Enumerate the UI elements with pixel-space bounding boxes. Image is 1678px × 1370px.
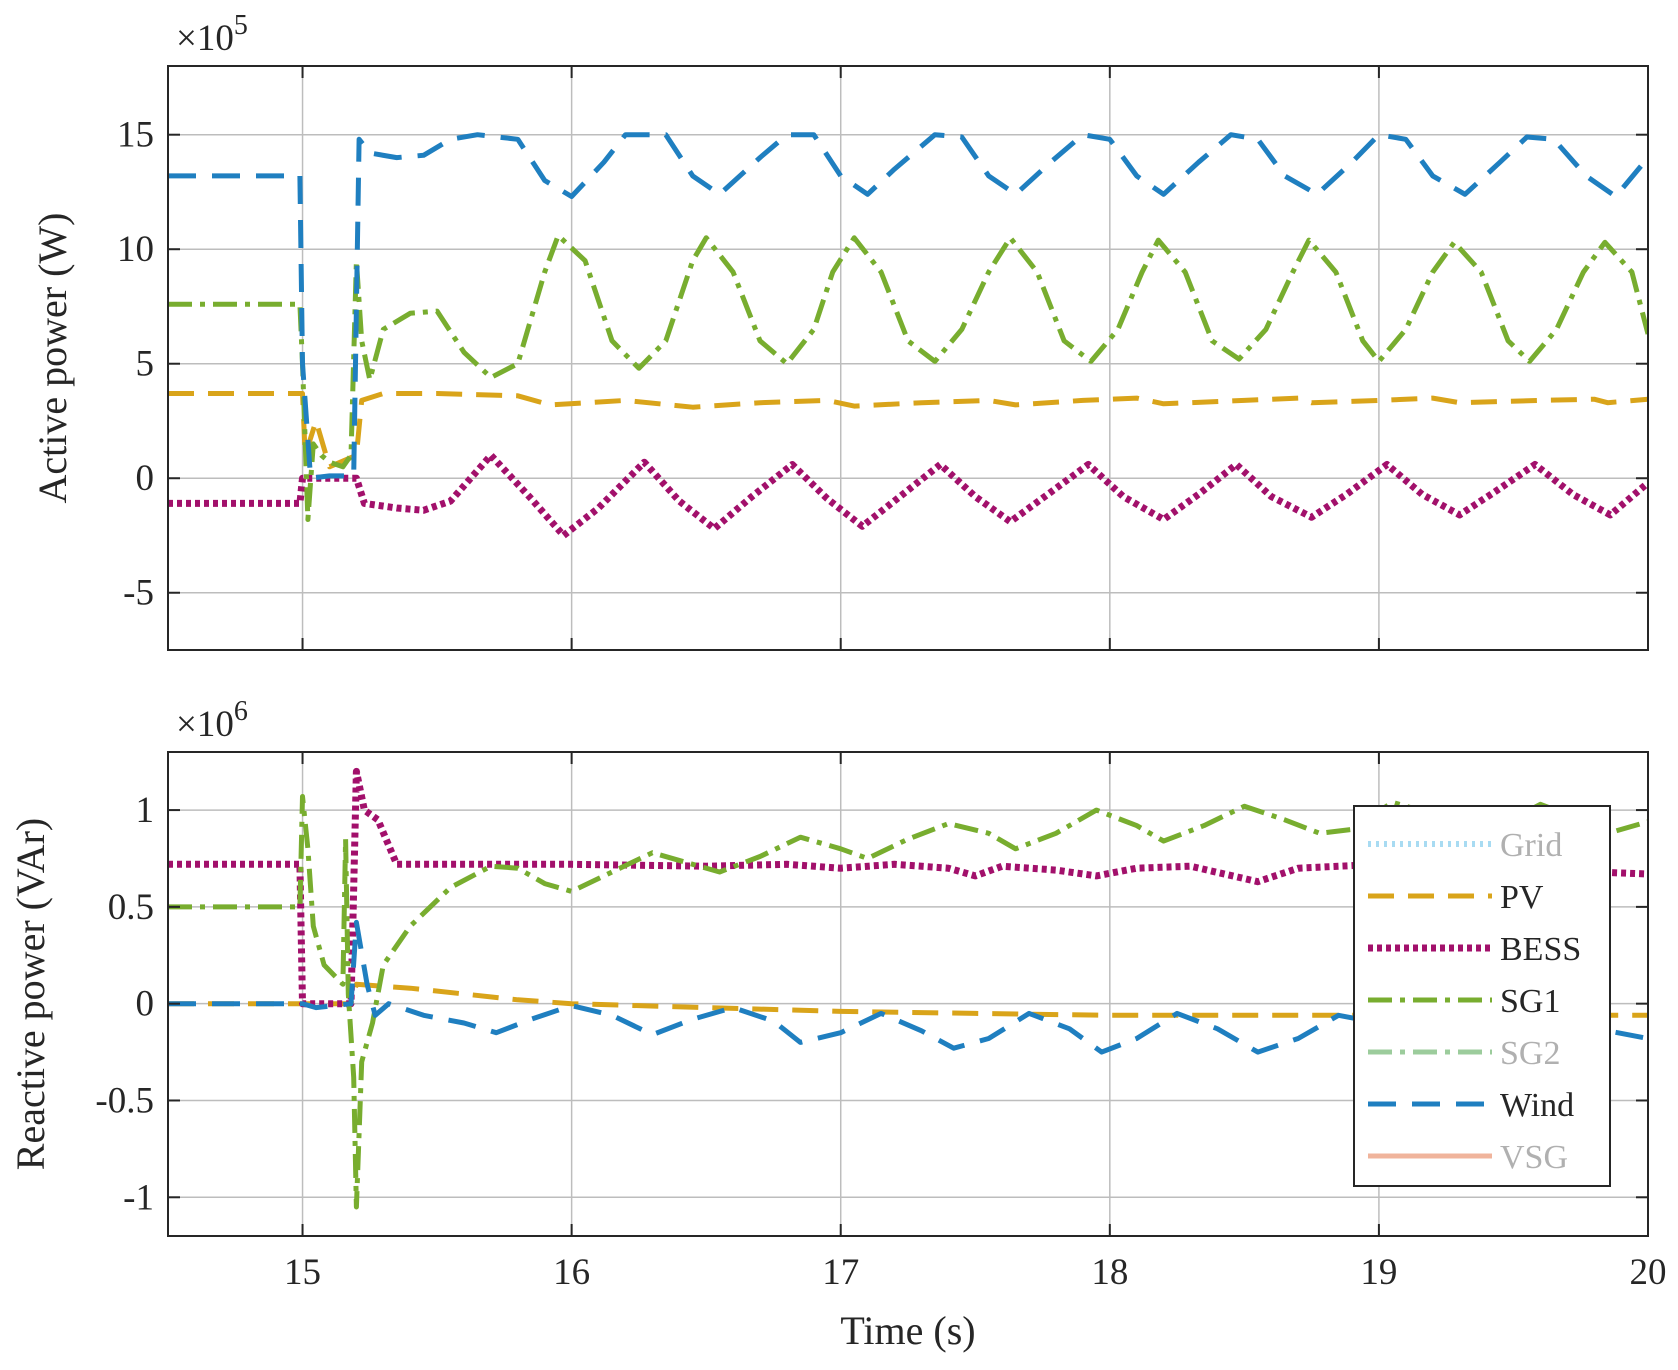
exponent-base: ×10 (176, 704, 234, 745)
ytick-label: 5 (136, 344, 155, 385)
xtick-label: 18 (1091, 1252, 1128, 1293)
ytick-label: -5 (123, 573, 154, 614)
legend-label: SG2 (1500, 1035, 1560, 1072)
legend-item-bess: BESS (1368, 931, 1581, 968)
exponent-power: 5 (234, 10, 248, 41)
ytick-label: 15 (117, 115, 154, 156)
xtick-label: 20 (1630, 1252, 1667, 1293)
axes-box-bottom (167, 751, 1649, 1237)
yticks-bottom: -1 -0.5 0 0.5 1 (95, 752, 1649, 1236)
exponent-bottom: ×106 (176, 696, 248, 745)
exponent-base: ×10 (176, 18, 234, 59)
ytick-label: 0 (136, 984, 155, 1025)
grid-top (168, 66, 1649, 650)
legend-label: SG1 (1500, 983, 1560, 1020)
ytick-label: -1 (123, 1177, 154, 1218)
series-line-wind (168, 132, 1648, 481)
exponent-power: 6 (234, 696, 248, 727)
legend-item-grid: Grid (1368, 827, 1562, 864)
legend-label: VSG (1500, 1139, 1568, 1176)
series-top (168, 132, 1648, 539)
ylabel-bottom: Reactive power (VAr) (8, 818, 53, 1170)
yticks-top: -5 0 5 10 15 (117, 66, 1649, 650)
ylabel-top: Active power (W) (30, 213, 75, 504)
legend-label: Grid (1500, 827, 1562, 864)
exponent-top: ×105 (176, 10, 248, 59)
series-line-sg1 (168, 794, 1648, 1210)
legend-item-sg2: SG2 (1368, 1035, 1560, 1072)
legend-label: BESS (1500, 931, 1581, 968)
legend-box (1353, 805, 1611, 1187)
legend-item-vsg: VSG (1368, 1139, 1568, 1176)
series-line-pv (168, 391, 1648, 470)
legend-item-wind: Wind (1368, 1087, 1574, 1124)
xtick-label: 15 (284, 1252, 321, 1293)
ytick-label: 1 (136, 790, 155, 831)
xtick-label: 17 (822, 1252, 859, 1293)
legend: Grid PV BESS SG1 SG2 Wind VSG (1353, 805, 1611, 1187)
series-line-bess (168, 767, 1648, 1008)
axes-box-top (167, 65, 1649, 651)
ytick-label: 0.5 (108, 887, 154, 928)
xlabel-bottom: Time (s) (840, 1308, 975, 1353)
legend-item-sg1: SG1 (1368, 983, 1560, 1020)
xticks-bottom: 15 16 17 18 19 20 (284, 1252, 1666, 1293)
series-line-bess (168, 451, 1648, 539)
xtick-label: 16 (553, 1252, 590, 1293)
legend-label: PV (1500, 879, 1544, 916)
ytick-label: 0 (136, 458, 155, 499)
ytick-label: 10 (117, 229, 154, 270)
series-line-sg1 (168, 233, 1648, 522)
legend-label: Wind (1500, 1087, 1574, 1124)
xtick-label: 19 (1360, 1252, 1397, 1293)
ytick-label: -0.5 (95, 1080, 154, 1121)
legend-item-pv: PV (1368, 879, 1544, 916)
